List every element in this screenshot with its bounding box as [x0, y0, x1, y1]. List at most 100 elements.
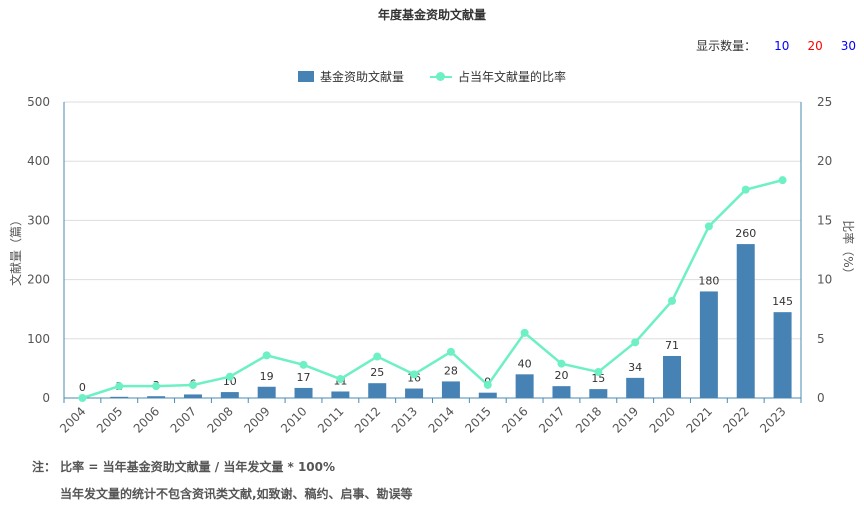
ratio-point [115, 382, 124, 391]
ratio-point [225, 372, 234, 381]
ratio-series-line [82, 178, 783, 400]
display-count-selector: 显示数量： 10 20 30 [696, 37, 856, 54]
ratio-point [188, 380, 197, 389]
x-tick-label: 2023 [757, 404, 788, 435]
y2-tick-label: 0 [817, 391, 825, 405]
ratio-point [446, 347, 455, 356]
ratio-point [152, 382, 161, 391]
ratio-point [741, 185, 750, 194]
ratio-point [78, 394, 87, 402]
bar [773, 312, 792, 398]
ratio-point [704, 222, 713, 231]
x-tick-label: 2006 [131, 404, 162, 435]
x-tick-label: 2013 [389, 404, 420, 435]
ratio-point [778, 176, 787, 185]
bar [257, 386, 276, 398]
x-tick-label: 2019 [610, 404, 641, 435]
bar [183, 394, 202, 398]
y-tick-label: 0 [42, 391, 50, 405]
bar-data-label: 180 [698, 274, 719, 287]
legend-line-label: 占当年文献量的比率 [458, 70, 567, 84]
bar [589, 389, 608, 398]
ratio-point [336, 375, 345, 384]
y2-tick-label: 5 [817, 332, 825, 346]
ratio-point [483, 380, 492, 389]
bar [405, 388, 424, 398]
ratio-point [262, 351, 271, 360]
bar [441, 381, 460, 398]
note-ratio-formula: 注： 比率 = 当年基金资助文献量 / 当年发文量 * 100% [32, 460, 336, 474]
x-tick-label: 2014 [426, 404, 457, 435]
y-axis-title: 文献量（篇） [8, 214, 23, 286]
legend-item-line-series[interactable]: 占当年文献量的比率 [430, 68, 566, 85]
bar-data-label: 17 [297, 371, 311, 384]
chart-notes: 注： 比率 = 当年基金资助文献量 / 当年发文量 * 100% 当年发文量的统… [32, 458, 413, 502]
x-tick-label: 2011 [315, 404, 346, 435]
bar [699, 291, 718, 398]
ratio-point [373, 352, 382, 361]
bar-data-label: 25 [370, 366, 384, 379]
bar [552, 386, 571, 398]
bar [626, 377, 645, 398]
display-count-option-30[interactable]: 30 [840, 38, 856, 53]
x-tick-label: 2012 [352, 404, 383, 435]
x-tick-label: 2020 [647, 404, 678, 435]
bar [110, 396, 129, 398]
display-count-label: 显示数量： [696, 39, 757, 53]
ratio-point [631, 338, 640, 347]
ratio-point [594, 367, 603, 376]
x-tick-label: 2022 [720, 404, 751, 435]
x-tick-label: 2008 [204, 404, 235, 435]
y2-tick-label: 15 [817, 213, 832, 227]
note-exclusion: 当年发文量的统计不包含资讯类文献,如致谢、稿约、启事、勘误等 [60, 487, 413, 501]
bar [478, 392, 497, 398]
bar-data-label: 20 [554, 369, 568, 382]
bar-data-label: 40 [518, 357, 532, 370]
x-tick-label: 2018 [573, 404, 604, 435]
bar [147, 396, 166, 398]
chart-legend: 基金资助文献量 占当年文献量的比率 [0, 68, 864, 85]
y-tick-label: 200 [27, 273, 50, 287]
ratio-point [520, 328, 529, 337]
display-count-option-10[interactable]: 10 [774, 38, 790, 53]
bar-data-label: 0 [79, 381, 86, 394]
ratio-point [668, 296, 677, 305]
bar-data-label: 145 [772, 295, 793, 308]
bar [220, 392, 239, 398]
bar-data-label: 19 [260, 370, 274, 383]
chart-title: 年度基金资助文献量 [377, 8, 486, 22]
bar [515, 374, 534, 398]
x-tick-label: 2015 [462, 404, 493, 435]
legend-item-bar-series[interactable]: 基金资助文献量 [297, 68, 404, 85]
x-tick-label: 2017 [536, 404, 567, 435]
x-tick-label: 2010 [278, 404, 309, 435]
x-tick-label: 2004 [57, 404, 88, 435]
y-tick-label: 500 [27, 95, 50, 109]
y2-tick-label: 10 [817, 273, 832, 287]
bar-data-label: 28 [444, 364, 458, 377]
y-tick-label: 300 [27, 213, 50, 227]
x-tick-label: 2009 [241, 404, 272, 435]
x-tick-label: 2016 [499, 404, 530, 435]
display-count-option-20[interactable]: 20 [807, 38, 823, 53]
x-tick-label: 2005 [94, 404, 125, 435]
y-tick-label: 400 [27, 154, 50, 168]
y2-tick-label: 20 [817, 154, 832, 168]
bar [368, 383, 387, 398]
y2-axis-title: 比率（%） [841, 220, 856, 279]
legend-bar-label: 基金资助文献量 [319, 70, 404, 84]
bar-data-label: 71 [665, 339, 679, 352]
bar-data-label: 15 [591, 372, 605, 385]
y-tick-label: 100 [27, 332, 50, 346]
ratio-point [299, 360, 308, 369]
bar [736, 244, 755, 398]
legend-bar-swatch [297, 71, 314, 82]
bar-data-label: 260 [735, 227, 756, 240]
bar [294, 387, 313, 398]
bar [331, 391, 350, 398]
ratio-point [410, 370, 419, 379]
bar [663, 355, 682, 398]
legend-line-swatch [430, 71, 452, 82]
ratio-point [557, 359, 566, 368]
